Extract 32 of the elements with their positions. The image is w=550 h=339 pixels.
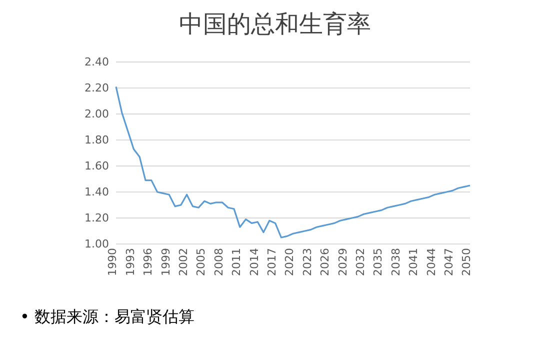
y-tick-label: 1.60: [84, 160, 109, 173]
x-tick-label: 2011: [230, 248, 244, 276]
x-tick-label: 1999: [159, 248, 172, 276]
y-tick-label: 1.20: [84, 212, 109, 225]
y-tick-label: 1.40: [84, 186, 109, 199]
x-tick-label: 2041: [407, 248, 420, 276]
x-tick-label: 2023: [300, 248, 314, 276]
y-tick-label: 2.20: [84, 82, 109, 95]
x-tick-label: 2005: [194, 248, 208, 276]
x-tick-label: 2017: [266, 248, 278, 276]
x-tick-label: 2032: [354, 248, 367, 276]
x-tick-label: 2008: [212, 248, 226, 276]
x-tick-label: 2044: [424, 248, 438, 276]
y-tick-label: 2.00: [84, 108, 109, 121]
x-tick-label: 2020: [283, 248, 296, 276]
x-tick-label: 1996: [142, 248, 155, 276]
y-tick-label: 1.80: [84, 134, 109, 147]
x-tick-label: 2035: [372, 248, 385, 276]
x-tick-label: 2026: [318, 248, 332, 276]
chart-title: 中国的总和生育率: [179, 10, 371, 38]
y-tick-label: 1.00: [84, 238, 109, 251]
y-tick-label: 2.40: [84, 56, 109, 69]
x-tick-label: 1993: [124, 248, 137, 276]
x-tick-label: 1990: [106, 248, 120, 276]
x-tick-label: 2047: [442, 248, 456, 276]
line-series: [115, 86, 471, 238]
x-tick-label: 2014: [248, 248, 261, 276]
text: • 数据来源：易富贤估算: [20, 307, 195, 326]
x-tick-label: 2002: [177, 248, 190, 276]
x-tick-label: 2038: [389, 248, 402, 276]
x-tick-label: 2050: [460, 248, 474, 276]
x-tick-label: 2029: [336, 248, 350, 276]
